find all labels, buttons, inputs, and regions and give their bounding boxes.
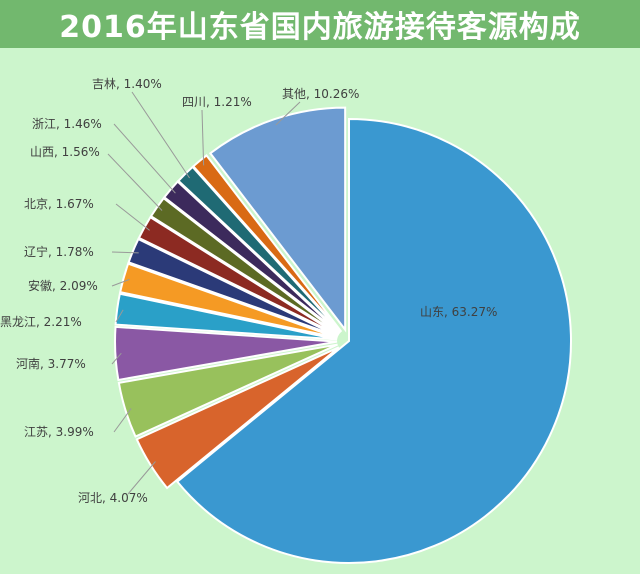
pie-slice-山东 [175,117,572,564]
pie-slice-浙江 [162,180,341,335]
leader-line-浙江 [113,123,176,194]
pie-slice-吉林 [177,165,342,334]
data-labels: 山东, 63.27% 河北, 4.07% 江苏, 3.99% 河南, 3.77% 黑龙江… [0,77,497,505]
leader-lines [107,91,301,495]
pie-slice-河北 [135,346,340,490]
pie-slices [114,106,572,564]
pie-slice-江苏 [117,343,338,438]
leader-line-其他 [275,101,301,126]
leader-line-黑龙江 [115,309,124,323]
pie-slice-安徽 [119,262,338,339]
pie-slice-辽宁 [127,237,339,338]
data-label-山西: 山西, 1.56% [30,145,100,159]
data-label-安徽: 安徽, 2.09% [28,278,98,293]
data-label-浙江: 浙江, 1.46% [32,117,102,131]
pie-slice-黑龙江 [114,292,338,341]
data-label-辽宁: 辽宁, 1.78% [24,244,94,259]
leader-line-安徽 [111,278,130,287]
pie-slice-河南 [114,325,338,382]
pie-slice-其他 [208,106,347,333]
data-label-山东: 山东, 63.27% [420,305,497,319]
data-label-河北: 河北, 4.07% [78,491,148,505]
pie-slice-北京 [137,215,340,337]
leader-line-吉林 [131,91,190,179]
leader-line-河南 [111,352,122,365]
title-banner: 2016年山东省国内旅游接待客源构成 [0,0,640,48]
leader-line-四川 [201,109,205,166]
data-label-四川: 四川, 1.21% [182,95,252,109]
leader-line-江苏 [113,408,132,433]
chart-area: 山东, 63.27% 河北, 4.07% 江苏, 3.99% 河南, 3.77% 黑龙江… [0,48,640,574]
pie-slice-山西 [149,196,340,335]
data-label-河南: 河南, 3.77% [16,356,86,371]
leader-line-辽宁 [111,251,139,254]
data-label-吉林: 吉林, 1.40% [92,77,162,91]
leader-line-北京 [115,203,150,231]
data-label-其他: 其他, 10.26% [282,87,359,101]
leader-line-河北 [127,461,156,495]
leader-line-山西 [107,153,163,211]
data-label-北京: 北京, 1.67% [24,197,94,211]
data-label-江苏: 江苏, 3.99% [24,425,94,439]
pie-slice-四川 [191,154,343,333]
pie-chart: 山东, 63.27% 河北, 4.07% 江苏, 3.99% 河南, 3.77% 黑龙江… [0,77,572,564]
chart-title: 2016年山东省国内旅游接待客源构成 [59,10,581,45]
data-label-黑龙江: 黑龙江, 2.21% [0,315,82,329]
